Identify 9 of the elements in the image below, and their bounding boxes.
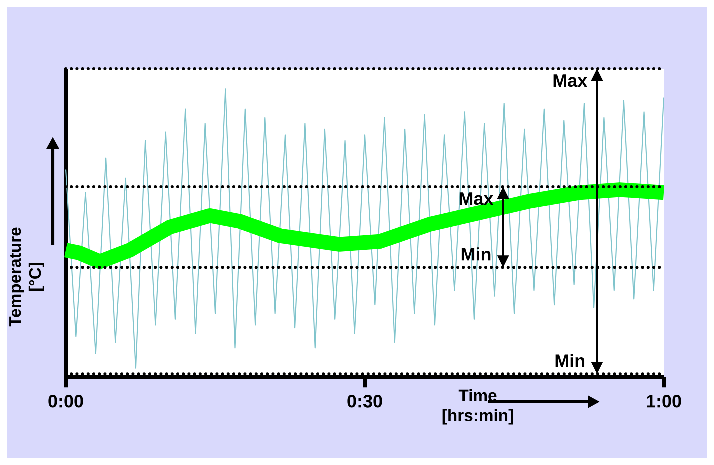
x-axis-title: Time [hrs:min] bbox=[442, 389, 514, 425]
text: Max bbox=[554, 74, 588, 88]
x-tick-label: 1:00 bbox=[647, 395, 682, 408]
annotation: Min bbox=[556, 354, 585, 368]
annotation: Min bbox=[462, 248, 491, 261]
x-tick-label: 0:00 bbox=[48, 395, 84, 408]
x-tick-label: 0:30 bbox=[348, 395, 382, 408]
y-axis-title: Temperature [°C] bbox=[10, 228, 44, 327]
annotation: Max bbox=[460, 192, 494, 206]
